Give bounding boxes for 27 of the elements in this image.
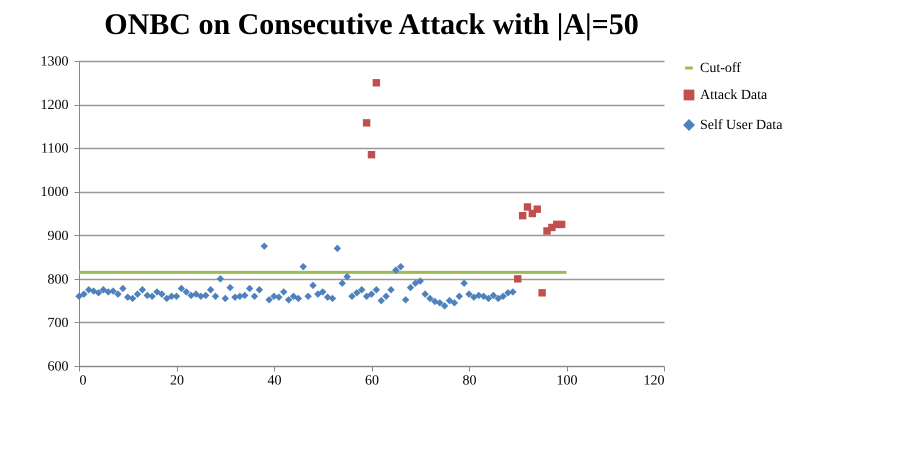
x-tick-label: 40	[268, 374, 282, 388]
point	[368, 150, 376, 158]
x-tick-label: 120	[644, 374, 664, 388]
point	[534, 205, 541, 213]
point	[514, 275, 522, 283]
x-tick-label: 0	[80, 374, 86, 388]
y-tick-label: 1300	[40, 54, 68, 70]
x-tick-label: 60	[365, 374, 379, 388]
point	[518, 212, 526, 220]
y-tick-label: 1200	[40, 98, 68, 114]
point	[372, 79, 380, 86]
point	[538, 289, 546, 297]
y-tick-label: 1000	[40, 185, 68, 200]
y-tick-label: 900	[48, 228, 68, 244]
y-tick-label: 600	[48, 360, 68, 374]
point	[558, 220, 566, 228]
x-tick-label: 100	[556, 374, 578, 388]
point	[362, 119, 370, 127]
y-tick-label: 700	[48, 316, 68, 331]
x-tick-label: 80	[462, 374, 476, 388]
chart-title: ONBC on Consecutive Attack with |A|=50	[104, 8, 639, 41]
legend-label: Attack Data	[700, 88, 768, 103]
legend-label: Cut-off	[700, 61, 742, 76]
y-tick-label: 1100	[41, 142, 68, 157]
y-tick-label: 800	[48, 272, 68, 288]
x-tick-label: 20	[170, 374, 184, 388]
legend-label: Self User Data	[700, 118, 784, 133]
